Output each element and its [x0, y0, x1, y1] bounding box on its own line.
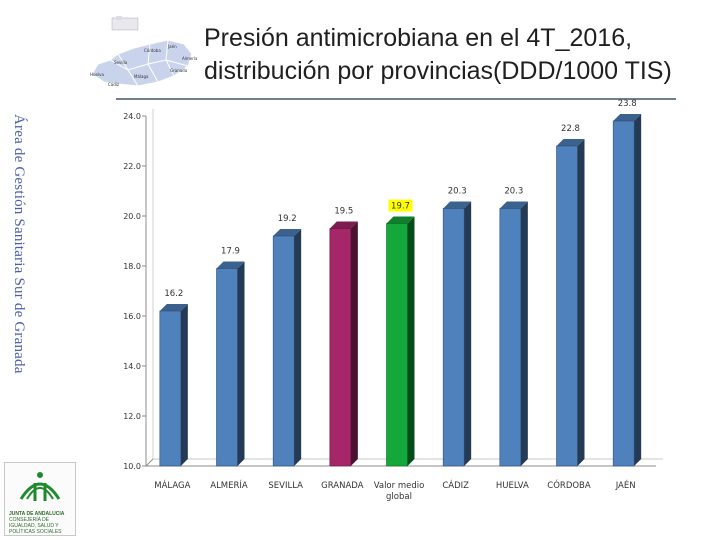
data-label: 19.5: [334, 207, 353, 217]
bar-top: [329, 221, 358, 229]
bar: [499, 208, 522, 467]
logo-dept: CONSEJERÍA DE IGUALDAD, SALUD Y POLÍTICA…: [9, 517, 62, 535]
map-label-almeria: Almería: [182, 56, 198, 61]
y-tick-label: 10.0: [123, 462, 141, 471]
bar-side: [294, 229, 302, 466]
x-tick-label: CÁDIZ: [442, 479, 469, 491]
x-tick-label: GRANADA: [321, 481, 364, 491]
data-label: 19.2: [278, 214, 297, 224]
bar-side: [237, 261, 245, 466]
bar-side: [520, 201, 528, 466]
bar-top: [159, 304, 188, 311]
map-label-malaga: Málaga: [134, 74, 149, 79]
data-label: 16.2: [164, 289, 183, 299]
bar-top: [443, 201, 472, 209]
bar-side: [180, 304, 188, 466]
bar: [386, 223, 408, 467]
x-tick-label: HUELVA: [496, 481, 529, 491]
average-label-highlight: [388, 199, 413, 212]
x-tick-label: MÁLAGA: [154, 479, 190, 491]
bar: [442, 208, 465, 467]
y-tick-label: 14.0: [123, 362, 141, 371]
bar-top: [499, 201, 528, 209]
y-tick-label: 18.0: [123, 262, 141, 271]
y-tick-label: 22.0: [123, 162, 141, 171]
map-label-jaen: Jaén: [167, 44, 177, 49]
bar-side: [634, 114, 642, 466]
bar-top: [613, 114, 642, 121]
y-tick-label: 24.0: [123, 112, 141, 121]
x-tick-label: global: [386, 492, 412, 502]
junta-andalucia-logo: JUNTA DE ANDALUCIA CONSEJERÍA DE IGUALDA…: [4, 462, 76, 536]
data-label: 17.9: [221, 247, 240, 257]
data-label: 20.3: [448, 187, 467, 197]
title-divider: [116, 98, 676, 100]
bar-side: [407, 216, 415, 466]
bar-top: [556, 139, 585, 146]
y-tick-label: 20.0: [123, 212, 141, 221]
side-label-text: Área de Gestión Sanitaria Sur de Granada: [11, 114, 27, 374]
bar-top: [273, 229, 302, 236]
map-label-granada: Granada: [170, 68, 188, 73]
bar: [556, 145, 578, 467]
bar-side: [464, 201, 472, 466]
bar: [159, 310, 182, 467]
floor-edge: [145, 458, 154, 467]
bar: [216, 268, 238, 467]
page-title: Presión antimicrobiana en el 4T_2016, di…: [204, 24, 672, 85]
x-tick-label: JAÉN: [615, 479, 636, 491]
bar: [329, 228, 352, 467]
y-tick-label: 12.0: [123, 412, 141, 421]
x-tick-label: CÓRDOBA: [547, 479, 591, 491]
x-tick-label: Valor medio: [374, 481, 425, 491]
data-label: 20.3: [504, 187, 523, 197]
map-label-huelva: Huelva: [90, 72, 104, 77]
bar-side: [577, 139, 585, 466]
y-tick-label: 16.0: [123, 312, 141, 321]
map-label-cordoba: Córdoba: [144, 48, 161, 53]
hospital-building-icon: [111, 17, 139, 31]
data-label: 19.7: [391, 202, 410, 212]
bar-top: [216, 261, 245, 269]
bar: [272, 235, 295, 467]
logo-brand: JUNTA DE ANDALUCIA: [9, 511, 65, 517]
data-label: 22.8: [561, 124, 580, 134]
side-label: Área de Gestión Sanitaria Sur de Granada: [10, 114, 40, 374]
bar-side: [350, 221, 358, 466]
data-label: 23.8: [618, 99, 637, 109]
logo-emblem-icon: [19, 472, 61, 501]
andalusia-map: Huelva Sevilla Córdoba Jaén Granada Mála…: [88, 14, 200, 94]
bar-top: [386, 216, 415, 224]
map-label-cadiz: Cádiz: [108, 82, 119, 87]
x-tick-label: SEVILLA: [268, 481, 303, 491]
bar: [612, 120, 635, 467]
x-tick-label: ALMERÍA: [210, 479, 248, 491]
map-label-sevilla: Sevilla: [114, 60, 128, 65]
